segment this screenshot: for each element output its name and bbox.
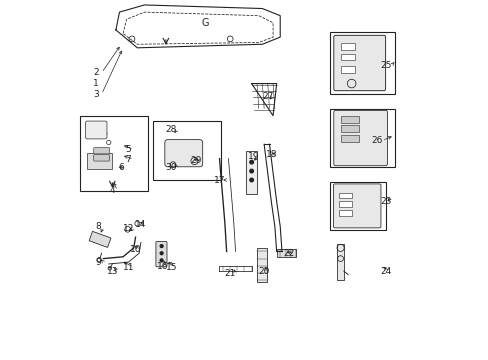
Circle shape [249, 160, 253, 164]
FancyBboxPatch shape [164, 140, 203, 167]
Text: 28: 28 [165, 126, 177, 135]
Text: 23: 23 [379, 197, 390, 206]
Bar [340, 116, 358, 123]
Text: 11: 11 [122, 263, 134, 272]
Text: 10: 10 [129, 245, 141, 254]
Text: 4: 4 [109, 186, 115, 195]
Text: 17: 17 [213, 176, 225, 185]
Circle shape [160, 245, 163, 248]
Text: 19: 19 [247, 152, 259, 161]
Text: 7: 7 [125, 155, 131, 164]
Text: 5: 5 [125, 145, 131, 154]
Bar [340, 54, 354, 60]
Text: 20: 20 [258, 267, 269, 276]
Bar [339, 210, 351, 216]
Bar [80, 116, 148, 191]
FancyBboxPatch shape [156, 242, 166, 267]
Text: 21: 21 [224, 269, 235, 278]
Bar [339, 193, 351, 198]
FancyBboxPatch shape [333, 111, 386, 166]
Circle shape [160, 259, 163, 262]
Text: 14: 14 [135, 220, 146, 229]
Text: 26: 26 [370, 136, 382, 145]
FancyBboxPatch shape [85, 121, 107, 139]
FancyBboxPatch shape [94, 148, 109, 154]
Bar [246, 152, 257, 194]
Bar [257, 248, 266, 282]
Text: 9: 9 [95, 258, 101, 267]
Bar [329, 32, 394, 94]
Bar [339, 202, 351, 207]
Bar [337, 244, 343, 280]
Ellipse shape [165, 143, 201, 163]
Text: 27: 27 [262, 91, 273, 100]
Bar [340, 135, 358, 143]
Text: 18: 18 [265, 150, 277, 159]
FancyBboxPatch shape [333, 184, 380, 228]
Text: 30: 30 [165, 163, 177, 172]
Bar [276, 249, 296, 257]
Circle shape [160, 252, 163, 255]
Text: 13: 13 [106, 267, 118, 276]
Text: 3: 3 [93, 90, 99, 99]
Bar [340, 125, 358, 132]
Circle shape [249, 178, 253, 182]
Text: 22: 22 [283, 249, 294, 258]
Text: 12: 12 [122, 224, 134, 233]
FancyBboxPatch shape [94, 155, 109, 161]
Text: 29: 29 [190, 156, 202, 165]
Text: 16: 16 [156, 262, 168, 271]
Bar [87, 153, 112, 169]
Bar [329, 182, 385, 230]
Text: 1: 1 [93, 79, 99, 88]
Bar [153, 121, 221, 180]
Bar [89, 231, 111, 247]
FancyBboxPatch shape [333, 35, 385, 91]
Circle shape [249, 169, 253, 173]
Text: 6: 6 [118, 163, 124, 172]
Text: 25: 25 [379, 61, 390, 70]
Text: 15: 15 [165, 263, 177, 272]
Text: G: G [201, 18, 208, 28]
Text: 2: 2 [93, 68, 99, 77]
Bar [329, 109, 394, 167]
Text: 8: 8 [95, 222, 101, 231]
Text: 24: 24 [379, 267, 390, 276]
Bar [340, 66, 354, 73]
Bar [340, 43, 354, 50]
